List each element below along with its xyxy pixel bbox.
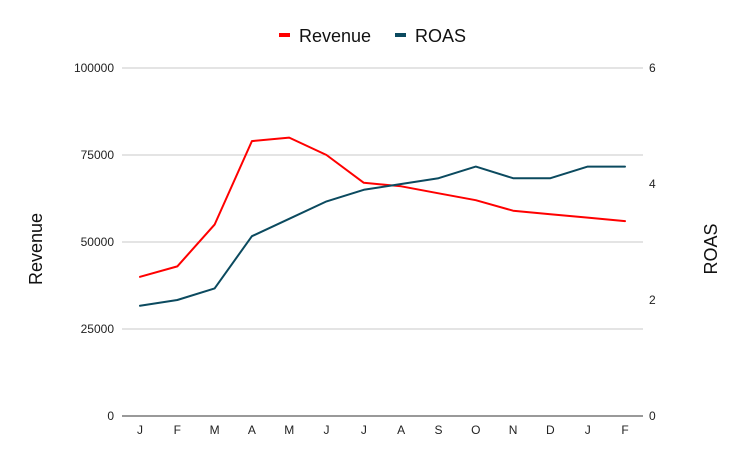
x-tick-label: F xyxy=(621,423,628,437)
y-left-tick-label: 75000 xyxy=(81,148,115,162)
x-tick-label: J xyxy=(324,423,330,437)
gridlines xyxy=(122,67,643,330)
x-tick-label: M xyxy=(210,423,220,437)
x-tick-label: A xyxy=(397,423,405,437)
y-right-tick-label: 2 xyxy=(649,293,656,307)
x-tick-label: O xyxy=(471,423,480,437)
y-axis-right-title: ROAS xyxy=(701,223,721,274)
y-left-tick-label: 100000 xyxy=(74,61,114,75)
y-axis-left-title: Revenue xyxy=(26,213,46,285)
y-left-tick-label: 25000 xyxy=(81,322,115,336)
y-right-tick-label: 6 xyxy=(649,61,656,75)
y-left-tick-label: 50000 xyxy=(81,235,115,249)
y-left-tick-label: 0 xyxy=(107,409,114,423)
y-axis-right-ticks: 0 2 4 6 xyxy=(649,61,656,423)
x-tick-label: J xyxy=(137,423,143,437)
x-tick-label: F xyxy=(174,423,181,437)
y-axis-left-ticks: 0 25000 50000 75000 100000 xyxy=(74,61,114,423)
series-lines xyxy=(139,136,626,307)
legend-label-revenue: Revenue xyxy=(299,26,371,46)
x-tick-label: A xyxy=(248,423,256,437)
legend-swatch-revenue xyxy=(279,33,290,37)
x-tick-label: J xyxy=(361,423,367,437)
y-right-tick-label: 4 xyxy=(649,177,656,191)
x-tick-label: S xyxy=(434,423,442,437)
series-line-roas xyxy=(139,165,626,307)
x-tick-label: J xyxy=(585,423,591,437)
x-tick-label: M xyxy=(284,423,294,437)
series-line-revenue xyxy=(139,136,626,278)
x-tick-label: D xyxy=(546,423,555,437)
legend-swatch-roas xyxy=(395,33,406,37)
x-tick-label: N xyxy=(509,423,518,437)
legend-item-revenue: Revenue xyxy=(279,26,371,46)
y-right-tick-label: 0 xyxy=(649,409,656,423)
legend-label-roas: ROAS xyxy=(415,26,466,46)
legend: Revenue ROAS xyxy=(279,26,466,46)
legend-item-roas: ROAS xyxy=(395,26,466,46)
